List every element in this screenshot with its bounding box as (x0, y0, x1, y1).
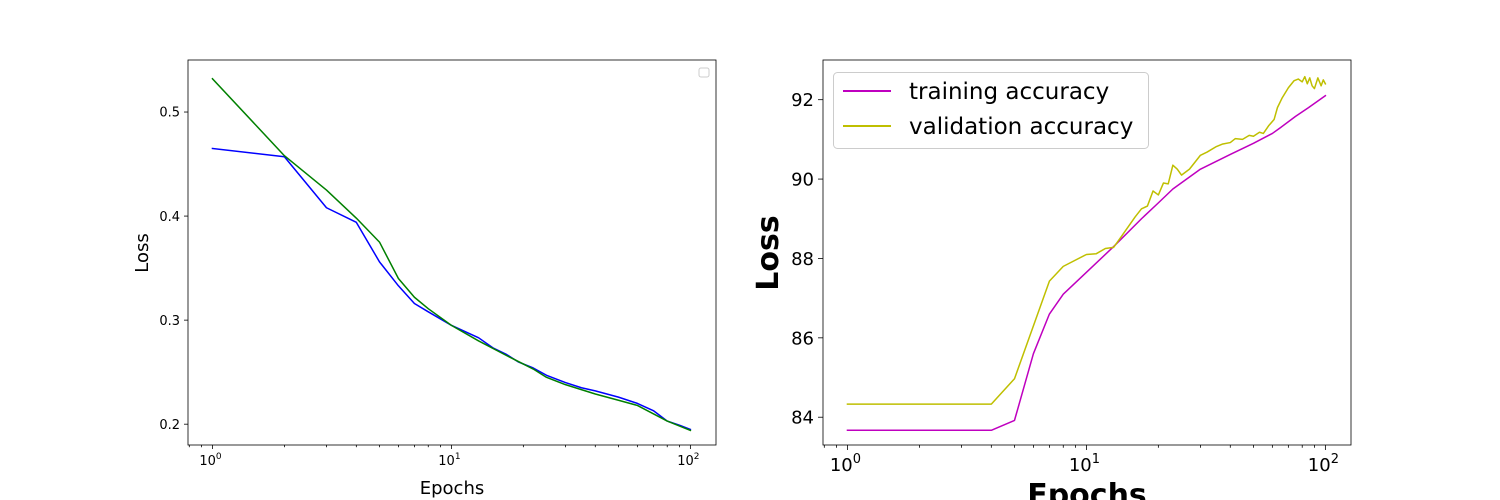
loss-chart-empty-legend (698, 67, 710, 78)
y-tick-label: 90 (791, 170, 814, 191)
legend-label-training-accuracy: training accuracy (909, 79, 1109, 105)
loss-chart-y-axis-label: Loss (132, 233, 153, 272)
x-tick-label: 102 (677, 452, 699, 469)
legend-frame (833, 72, 1149, 149)
x-tick-label: 100 (199, 452, 222, 469)
loss-chart-x-axis-label: Epochs (420, 478, 485, 499)
loss-chart-panel: 100 101 102 0.2 0.3 0.4 0.5 Epochs Loss (132, 59, 717, 499)
loss-chart-ticks: 100 101 102 0.2 0.3 0.4 0.5 (159, 106, 699, 469)
series-line-training-accuracy (846, 94, 1327, 432)
y-tick-label: 92 (791, 90, 814, 111)
accuracy-chart-axes-frame (822, 59, 1352, 446)
series-line-validation-accuracy (846, 75, 1327, 405)
accuracy-chart-legend: training accuracy validation accuracy (833, 72, 1149, 149)
x-tick-label: 101 (438, 452, 460, 469)
y-tick-label: 0.4 (159, 210, 180, 225)
accuracy-chart-panel: 100 101 102 84 86 88 90 92 training accuracy va… (751, 59, 1352, 500)
x-tick-label: 100 (830, 452, 861, 476)
series-line-green (211, 77, 692, 432)
loss-chart-series (211, 77, 692, 432)
accuracy-chart-y-axis-label: Loss (751, 215, 786, 290)
y-tick-label: 84 (791, 408, 814, 429)
x-tick-label: 101 (1069, 452, 1100, 476)
x-tick-label: 102 (1308, 452, 1339, 476)
legend-label-validation-accuracy: validation accuracy (909, 114, 1133, 140)
loss-chart-axes-frame (187, 59, 717, 446)
y-tick-label: 86 (791, 328, 814, 349)
y-tick-label: 0.5 (159, 106, 180, 121)
accuracy-chart-x-axis-label: Epochs (1027, 478, 1147, 500)
y-tick-label: 88 (791, 249, 814, 270)
accuracy-chart-series (846, 75, 1327, 432)
y-tick-label: 0.2 (159, 418, 180, 433)
y-tick-label: 0.3 (159, 314, 180, 329)
accuracy-chart-ticks: 100 101 102 84 86 88 90 92 (791, 90, 1339, 476)
